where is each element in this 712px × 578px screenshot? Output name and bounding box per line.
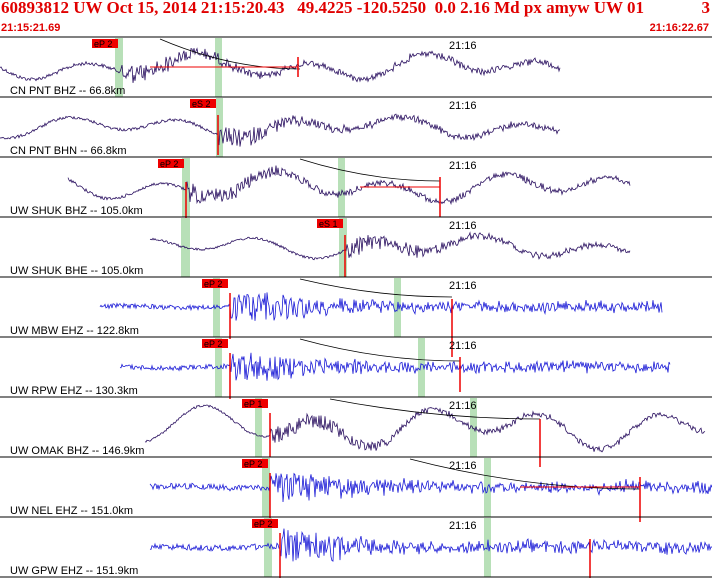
pick-label-box	[317, 219, 343, 228]
trace-panel-1: eP 2 21:16 CN PNT BHZ -- 66.8km	[0, 36, 712, 97]
time-mark: 21:16	[449, 100, 477, 112]
time-window	[255, 398, 262, 457]
time-window	[338, 158, 345, 217]
moveout-curve	[299, 338, 461, 362]
time-mark: 21:16	[449, 280, 477, 292]
pick-label: eP 2	[204, 339, 222, 349]
trace-panel-6: eP 2 21:16 UW RPW EHZ -- 130.3km	[0, 336, 712, 399]
time-window	[418, 338, 425, 397]
trace-panel-8: eP 2 21:16 UW NEL EHZ -- 151.0km	[0, 456, 712, 522]
time-window	[115, 38, 123, 97]
pick-label: eP 2	[94, 39, 112, 49]
time-mark: 21:16	[449, 160, 477, 172]
moveout-curve	[409, 458, 641, 490]
station-label: UW SHUK BHZ -- 105.0km	[10, 205, 143, 217]
moveout-curve	[329, 398, 541, 420]
pick-label-box	[252, 519, 278, 528]
window-start-time: 21:15:21.69	[1, 22, 61, 34]
trace-panel-2: eS 2 21:16 CN PNT BHN -- 66.8km	[0, 96, 712, 157]
waveform	[149, 231, 631, 261]
time-window	[213, 278, 220, 337]
pick-label: eP 2	[160, 159, 178, 169]
time-mark: 21:16	[449, 220, 477, 232]
event-summary-line: 60893812 UW Oct 15, 2014 21:15:20.43 49.…	[1, 0, 644, 17]
event-header: 60893812 UW Oct 15, 2014 21:15:20.43 49.…	[0, 0, 712, 22]
waveform	[149, 472, 712, 503]
pick-label: eP 2	[254, 519, 272, 529]
station-label: UW SHUK BHE -- 105.0km	[10, 265, 143, 277]
waveform	[119, 352, 671, 381]
time-mark: 21:16	[449, 340, 477, 352]
time-window	[264, 518, 272, 577]
station-label: UW OMAK BHZ -- 146.9km	[10, 445, 144, 457]
pick-label: eS 1	[319, 219, 338, 229]
time-mark: 21:16	[449, 400, 477, 412]
pick-label-box	[202, 279, 228, 288]
time-window	[215, 338, 222, 397]
pick-label-box	[242, 399, 268, 408]
waveform	[149, 528, 712, 562]
window-end-time: 21:16:22.67	[649, 22, 709, 34]
time-window	[339, 218, 347, 277]
pick-label: eP 2	[244, 459, 262, 469]
moveout-curve	[299, 158, 441, 182]
pick-label: eS 2	[192, 99, 211, 109]
time-window	[470, 398, 477, 457]
station-label: UW MBW EHZ -- 122.8km	[10, 325, 139, 337]
waveform	[99, 292, 663, 321]
station-label: UW RPW EHZ -- 130.3km	[10, 385, 138, 397]
time-window	[262, 458, 270, 517]
pick-label: eP 2	[204, 279, 222, 289]
waveform	[0, 47, 561, 83]
time-window	[216, 98, 223, 157]
time-mark: 21:16	[449, 40, 477, 52]
station-label: CN PNT BHN -- 66.8km	[10, 145, 127, 157]
trace-panel-7: eP 1 21:16 UW OMAK BHZ -- 146.9km	[0, 396, 712, 467]
station-label: CN PNT BHZ -- 66.8km	[10, 85, 125, 97]
trace-panel-4: eS 1 21:16 UW SHUK BHE -- 105.0km	[0, 216, 712, 277]
time-mark: 21:16	[449, 460, 477, 472]
event-count: 3	[701, 0, 711, 17]
trace-panel-9: eP 2 21:16 UW GPW EHZ -- 151.9km	[0, 516, 712, 578]
moveout-curve	[159, 38, 301, 70]
pick-label-box	[158, 159, 184, 168]
time-mark: 21:16	[449, 520, 477, 532]
trace-panel-3: eP 2 21:16 UW SHUK BHZ -- 105.0km	[0, 156, 712, 222]
moveout-curve	[299, 278, 453, 298]
pick-label-box	[202, 339, 228, 348]
trace-panel-5: eP 2 21:16 UW MBW EHZ -- 122.8km	[0, 276, 712, 357]
pick-label: eP 1	[244, 399, 262, 409]
station-label: UW NEL EHZ -- 151.0km	[10, 505, 133, 517]
waveform	[67, 165, 631, 206]
waveform	[144, 404, 706, 453]
pick-label-box	[242, 459, 268, 468]
pick-label-box	[92, 39, 118, 48]
waveform	[0, 113, 561, 147]
station-label: UW GPW EHZ -- 151.9km	[10, 565, 138, 577]
pick-label-box	[190, 99, 216, 108]
